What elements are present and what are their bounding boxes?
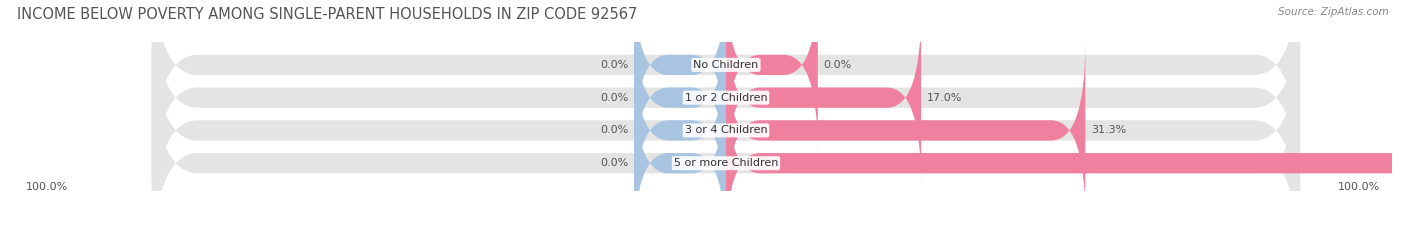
FancyBboxPatch shape [725, 0, 818, 153]
Text: Source: ZipAtlas.com: Source: ZipAtlas.com [1278, 7, 1389, 17]
FancyBboxPatch shape [634, 10, 725, 186]
Text: INCOME BELOW POVERTY AMONG SINGLE-PARENT HOUSEHOLDS IN ZIP CODE 92567: INCOME BELOW POVERTY AMONG SINGLE-PARENT… [17, 7, 637, 22]
Text: 0.0%: 0.0% [824, 60, 852, 70]
FancyBboxPatch shape [152, 0, 1301, 219]
Text: 5 or more Children: 5 or more Children [673, 158, 778, 168]
FancyBboxPatch shape [725, 10, 921, 186]
Text: 17.0%: 17.0% [927, 93, 962, 103]
Text: 100.0%: 100.0% [1339, 182, 1381, 192]
FancyBboxPatch shape [152, 42, 1301, 233]
Text: No Children: No Children [693, 60, 759, 70]
Text: 3 or 4 Children: 3 or 4 Children [685, 125, 768, 135]
Text: 100.0%: 100.0% [25, 182, 67, 192]
Text: 0.0%: 0.0% [600, 158, 628, 168]
FancyBboxPatch shape [152, 0, 1301, 186]
FancyBboxPatch shape [725, 42, 1085, 219]
FancyBboxPatch shape [725, 75, 1406, 233]
FancyBboxPatch shape [634, 0, 725, 153]
FancyBboxPatch shape [634, 75, 725, 233]
Text: 0.0%: 0.0% [600, 60, 628, 70]
Text: 0.0%: 0.0% [600, 93, 628, 103]
Text: 31.3%: 31.3% [1091, 125, 1126, 135]
Text: 0.0%: 0.0% [600, 125, 628, 135]
FancyBboxPatch shape [634, 42, 725, 219]
Text: 1 or 2 Children: 1 or 2 Children [685, 93, 768, 103]
FancyBboxPatch shape [152, 10, 1301, 233]
